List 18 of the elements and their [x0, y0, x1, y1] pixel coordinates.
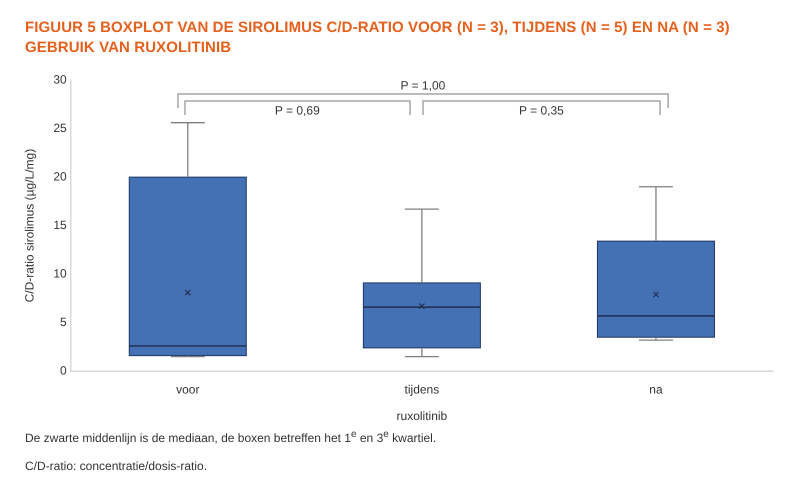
x-tick-label: voor — [176, 382, 200, 397]
text: C/D-ratio: concentratie/dosis-ratio. — [25, 458, 208, 474]
x-axis-title: ruxolitinib — [396, 409, 448, 424]
y-tick-label: 0 — [60, 364, 68, 378]
y-axis-title: C/D-ratio sirolimus (µg/L/mg) — [22, 148, 37, 302]
y-tick-label: 15 — [53, 218, 68, 232]
chart-title: FIGUUR 5 BOXPLOT VAN DE SIROLIMUS C/D-RATIO VOOR (N = 3), TIJDENS (N = 5) EN NA (N = 3) GEBRUIK VAN RUXOLITINIB — [25, 18, 731, 58]
y-tick-label: 30 — [53, 72, 68, 86]
annotation: P = 0,69 — [274, 103, 320, 118]
y-tick-label: 5 — [60, 314, 68, 329]
annotation: P = 1,00 — [400, 78, 446, 92]
x-tick-label: na — [649, 382, 663, 397]
y-tick-label: 25 — [53, 120, 68, 135]
y-tick-label: 10 — [53, 266, 68, 280]
y-tick-label: 20 — [53, 169, 68, 184]
annotation: P = 0,35 — [519, 103, 564, 118]
text: De zwarte middenlijn is de mediaan, de boxen betreffen het 1$^{e}$ en 3$^{e}$ kwartiel. — [25, 428, 438, 446]
x-tick-label: tijdens — [404, 382, 440, 397]
